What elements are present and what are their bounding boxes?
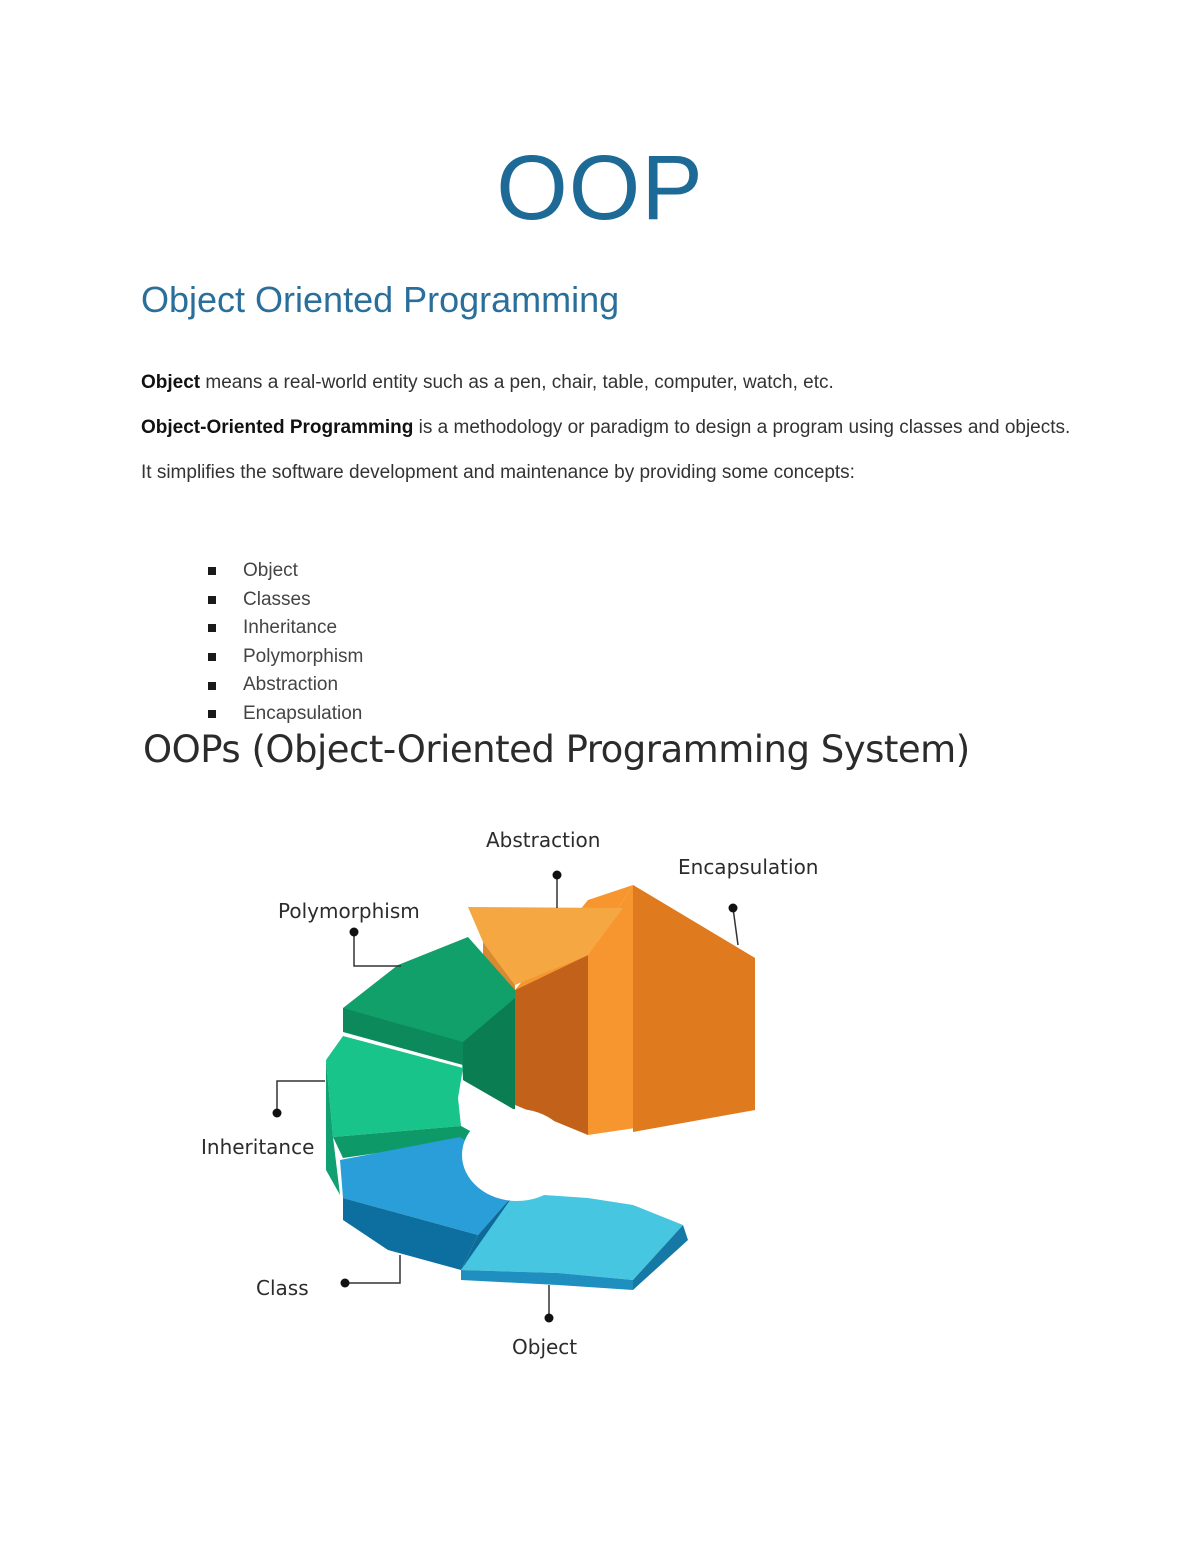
list-item-label: Inheritance xyxy=(243,617,338,639)
label-abstraction: Abstraction xyxy=(486,828,600,852)
square-bullet-icon xyxy=(208,710,216,719)
list-item-label: Polymorphism xyxy=(243,645,364,667)
list-item: Abstraction xyxy=(205,671,363,700)
oops-ring-diagram: Abstraction Encapsulation Polymorphism I… xyxy=(201,828,818,1359)
label-encapsulation: Encapsulation xyxy=(678,855,818,879)
page-subtitle: Object Oriented Programming xyxy=(141,279,620,320)
label-object: Object xyxy=(512,1335,577,1359)
definition-oop-text: is a methodology or paradigm to design a… xyxy=(141,417,1071,483)
figure-title: OOPs (Object-Oriented Programming System… xyxy=(143,728,970,771)
list-item: Classes xyxy=(205,586,363,615)
list-item: Encapsulation xyxy=(205,700,363,729)
definition-object: Object means a real-world entity such as… xyxy=(141,360,1071,405)
square-bullet-icon xyxy=(208,595,216,604)
list-item-label: Object xyxy=(243,560,298,581)
segment-encapsulation xyxy=(515,885,755,1135)
definition-object-term: Object xyxy=(141,372,201,393)
segment-object xyxy=(461,1193,688,1290)
concepts-list: Object Classes Inheritance Polymorphism … xyxy=(205,557,363,729)
list-item-label: Abstraction xyxy=(243,674,339,696)
list-item-label: Encapsulation xyxy=(243,702,363,724)
square-bullet-icon xyxy=(208,567,216,576)
definition-oop-term: Object-Oriented Programming xyxy=(141,417,414,438)
callout-dots xyxy=(272,870,738,1323)
list-item: Object xyxy=(205,557,363,586)
list-item-label: Classes xyxy=(243,588,311,610)
callout-lines xyxy=(276,875,739,1318)
page-title: OOP xyxy=(496,137,704,239)
square-bullet-icon xyxy=(208,681,216,690)
label-class: Class xyxy=(256,1276,309,1300)
square-bullet-icon xyxy=(208,624,216,633)
definition-oop: Object-Oriented Programming is a methodo… xyxy=(141,405,1071,495)
label-inheritance: Inheritance xyxy=(201,1135,314,1159)
segment-inheritance xyxy=(326,1036,483,1195)
definition-object-text: means a real-world entity such as a pen,… xyxy=(200,372,834,393)
list-item: Inheritance xyxy=(205,614,363,643)
label-polymorphism: Polymorphism xyxy=(278,899,420,923)
segment-polymorphism xyxy=(343,937,515,1110)
square-bullet-icon xyxy=(208,653,216,662)
list-item: Polymorphism xyxy=(205,643,363,672)
ring-center-hole xyxy=(462,1109,572,1201)
